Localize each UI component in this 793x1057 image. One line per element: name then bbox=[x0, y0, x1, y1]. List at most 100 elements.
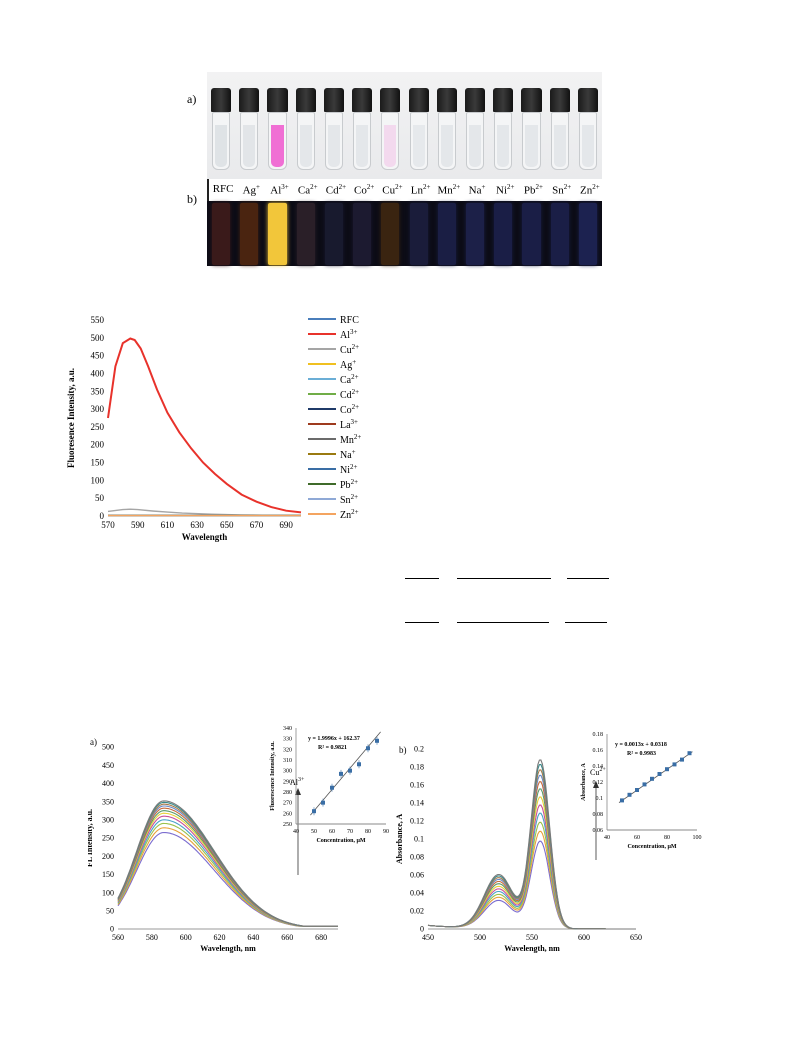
x-tick-label: 560 bbox=[112, 933, 124, 942]
y-tick-label: 260 bbox=[283, 811, 292, 817]
data-point bbox=[635, 788, 639, 792]
vial-uv bbox=[324, 203, 344, 265]
y-tick-label: 0.02 bbox=[410, 907, 424, 916]
vial-daylight bbox=[436, 76, 457, 174]
vial-label: Ni2+ bbox=[496, 183, 515, 197]
fit-r-squared: R² = 0.9821 bbox=[318, 745, 347, 751]
vial-uv bbox=[409, 203, 428, 265]
vial-label: Na+ bbox=[468, 183, 486, 197]
x-tick-label: 570 bbox=[101, 520, 115, 530]
y-tick-label: 330 bbox=[283, 737, 292, 743]
y-tick-label: 290 bbox=[283, 779, 292, 785]
ion-annotation: Al3+ bbox=[290, 777, 305, 787]
y-tick-label: 310 bbox=[283, 758, 292, 764]
legend-entry: Zn2+ bbox=[340, 508, 359, 521]
table-rule bbox=[405, 622, 439, 623]
y-tick-label: 150 bbox=[102, 870, 114, 879]
legend-entry: Pb2+ bbox=[340, 478, 358, 491]
axes: 40 60 80 100 0.06 0.08 0.1 0.12 0.14 0.16 0.18 Conc… bbox=[581, 732, 702, 850]
table-rule bbox=[457, 578, 551, 579]
vial-uv bbox=[578, 203, 597, 265]
x-axis-label: Concentration, μM bbox=[316, 838, 365, 844]
legend-entry: Mn2+ bbox=[340, 433, 361, 446]
data-point bbox=[627, 792, 632, 797]
legend-entry: Ca2+ bbox=[340, 373, 359, 386]
fl-titration-chart: 560 580 600 620 640 660 680 0 50 100 150 200 250 300 3… bbox=[88, 737, 338, 953]
vial-glass bbox=[324, 112, 344, 170]
vial-daylight bbox=[323, 76, 345, 174]
axes: 560 580 600 620 640 660 680 0 50 100 150 200 250 300 3… bbox=[88, 743, 338, 953]
vial-label: Sn2+ bbox=[552, 183, 572, 197]
y-tick-label: 250 bbox=[102, 834, 114, 843]
vial-glass bbox=[494, 112, 513, 170]
vial-solution bbox=[327, 125, 341, 167]
vial-solution bbox=[497, 125, 510, 167]
vial-cap bbox=[464, 88, 486, 112]
y-tick-label: 0.06 bbox=[410, 871, 424, 880]
y-tick-label: 0 bbox=[420, 925, 424, 934]
vial-uv bbox=[381, 203, 400, 265]
panel-label-b: b) bbox=[187, 192, 197, 206]
vial-label: Mn2+ bbox=[437, 183, 461, 197]
y-tick-label: 0.14 bbox=[593, 764, 604, 770]
y-tick-label: 500 bbox=[102, 743, 114, 752]
vial-glass bbox=[465, 112, 485, 170]
legend-entry: Cu2+ bbox=[340, 343, 359, 356]
vial-glass bbox=[381, 112, 400, 170]
x-tick-label: 70 bbox=[347, 829, 353, 835]
x-tick-label: 590 bbox=[131, 520, 145, 530]
y-tick-label: 0.12 bbox=[593, 780, 604, 786]
vial-solution bbox=[215, 125, 228, 167]
vial-uv bbox=[353, 203, 372, 265]
x-tick-label: 600 bbox=[578, 933, 590, 942]
abs-calibration-inset: 40 60 80 100 0.06 0.08 0.1 0.12 0.14 0.16 0.18 Conc… bbox=[581, 732, 702, 850]
vial-solution bbox=[356, 125, 369, 167]
vial-glass bbox=[296, 112, 315, 170]
x-tick-label: 550 bbox=[526, 933, 538, 942]
uv-vial-photo bbox=[207, 201, 602, 266]
vial-glass bbox=[522, 112, 541, 170]
table-rule bbox=[567, 578, 609, 579]
y-tick-label: 0 bbox=[100, 511, 105, 521]
axes: 40 50 60 70 80 90 250 260 270 280 290 300 310 320 330 3… bbox=[270, 726, 389, 844]
vial-cap bbox=[493, 88, 514, 112]
vial-daylight bbox=[380, 76, 401, 174]
vial-label: Zn2+ bbox=[580, 183, 600, 197]
arrow-head bbox=[295, 788, 301, 795]
vial-daylight bbox=[239, 76, 260, 174]
x-tick-label: 640 bbox=[247, 933, 259, 942]
vial-glass bbox=[353, 112, 372, 170]
x-tick-label: 60 bbox=[329, 829, 335, 835]
legend-entry: La3+ bbox=[340, 418, 358, 431]
vial-solution bbox=[412, 125, 425, 167]
vial-solution bbox=[384, 125, 397, 167]
vial-cap bbox=[408, 88, 429, 112]
y-tick-label: 50 bbox=[95, 493, 105, 503]
titration-curves bbox=[117, 800, 338, 927]
vial-photo-figure: a) b) RFC Ag+ Al3+ Ca2+ Cd2+ Co2+ Cu2+ Ln2+ Mn2+… bbox=[180, 72, 610, 267]
table-rule bbox=[405, 578, 439, 579]
vial-cap bbox=[239, 88, 260, 112]
vial-solution bbox=[525, 125, 538, 167]
y-axis-label: Absorbance, A bbox=[581, 762, 587, 800]
x-tick-label: 650 bbox=[630, 933, 642, 942]
legend-entry: RFC bbox=[340, 315, 359, 326]
panel-label-a: a) bbox=[187, 92, 197, 106]
y-axis-label: FL Intensity, a.u. bbox=[88, 809, 94, 867]
y-tick-label: 250 bbox=[91, 422, 105, 432]
y-tick-label: 0.1 bbox=[414, 835, 424, 844]
y-tick-label: 400 bbox=[91, 368, 105, 378]
vial-uv bbox=[465, 203, 485, 265]
vial-cap bbox=[577, 88, 598, 112]
vial-uv bbox=[212, 203, 231, 265]
panel-label-b: b) bbox=[399, 745, 407, 755]
abs-titration-chart: 450 500 550 600 650 0 0.02 0.04 0.06 0.08 0.1 0.12 0… bbox=[395, 745, 642, 953]
vial-uv bbox=[522, 203, 541, 265]
y-tick-label: 200 bbox=[102, 852, 114, 861]
vial-daylight bbox=[577, 76, 598, 174]
daylight-vial-photo bbox=[207, 72, 602, 179]
titration-curve bbox=[117, 800, 338, 927]
data-point bbox=[665, 767, 669, 772]
x-tick-label: 100 bbox=[693, 835, 702, 841]
x-axis-label: Wavelength, nm bbox=[504, 944, 560, 953]
